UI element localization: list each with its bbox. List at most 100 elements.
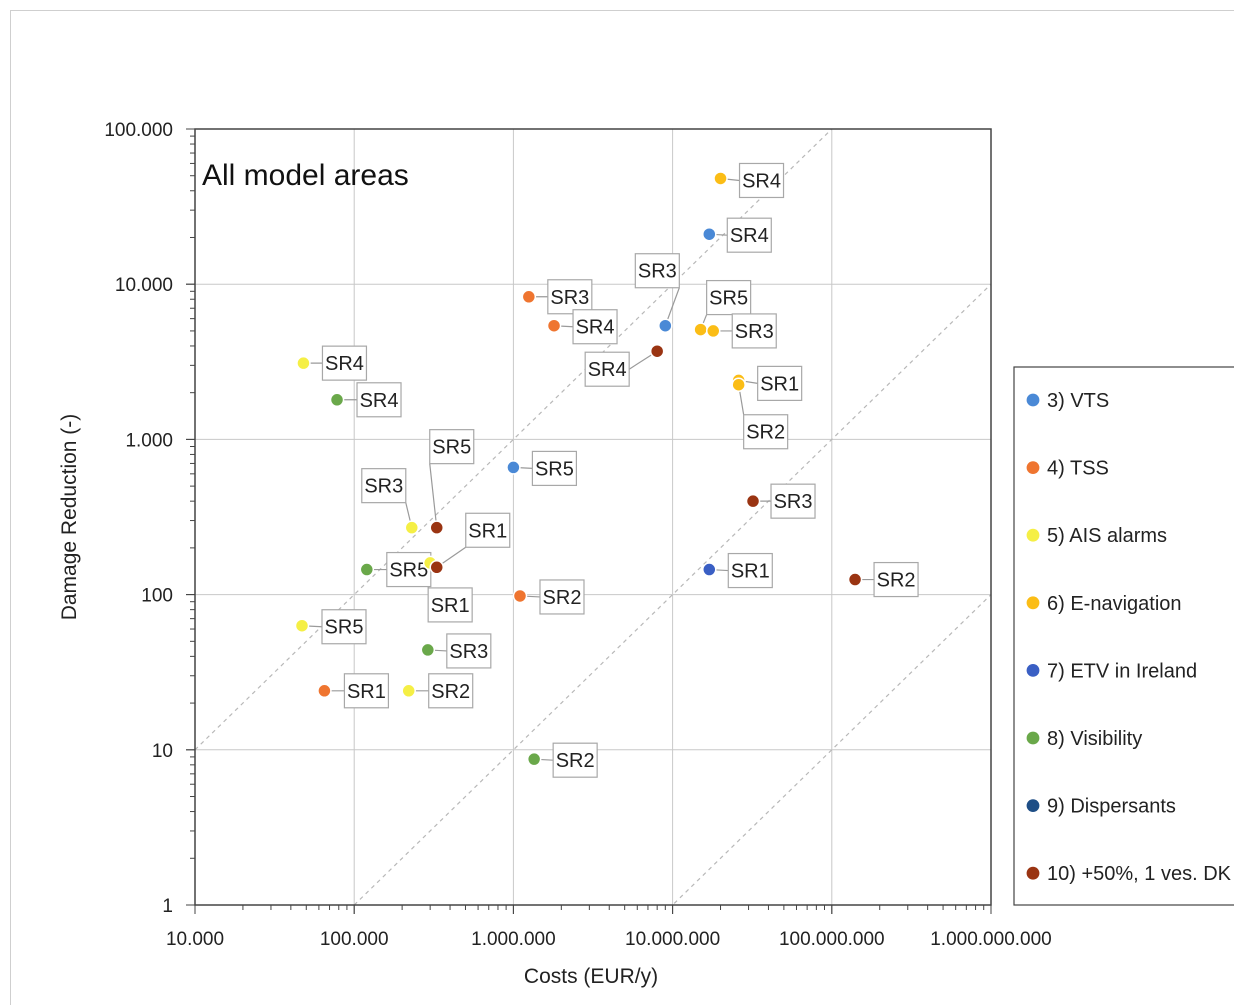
data-point xyxy=(404,520,420,535)
y-tick-label: 10 xyxy=(152,741,173,762)
data-point xyxy=(658,318,673,333)
legend-marker xyxy=(1025,730,1041,746)
point-label-box xyxy=(726,217,772,253)
x-tick-label: 10.000 xyxy=(166,929,224,950)
legend-entry: 8) Visibility xyxy=(1047,728,1142,750)
y-tick-label: 1.000 xyxy=(125,430,173,451)
point-label: SR3 xyxy=(735,321,774,343)
y-tick-label: 10.000 xyxy=(115,275,173,296)
legend-marker xyxy=(1025,865,1041,881)
data-point xyxy=(693,322,708,337)
point-label: SR3 xyxy=(550,287,589,309)
data-point xyxy=(512,588,528,604)
point-label-box xyxy=(584,351,630,387)
legend-entry: 5) AIS alarms xyxy=(1047,525,1167,547)
legend-entry: 10) +50%, 1 ves. DK xyxy=(1047,863,1232,885)
data-point xyxy=(429,520,444,535)
point-label: SR5 xyxy=(389,560,428,582)
reference-lines xyxy=(194,128,992,906)
point-label-box xyxy=(539,579,585,615)
point-label-box xyxy=(738,162,785,199)
point-label-box xyxy=(427,587,473,623)
point-labels: SR4SR3SR5SR3SR4SR2SR1SR4SR3SR1SR5SR2SR4S… xyxy=(301,162,919,778)
point-label-box xyxy=(465,512,511,548)
y-tick-label: 1 xyxy=(162,896,173,917)
x-tick-label: 100.000 xyxy=(320,929,389,950)
x-tick-label: 1.000.000 xyxy=(471,929,556,950)
data-point xyxy=(329,392,345,408)
x-tick-label: 10.000.000 xyxy=(625,929,720,950)
point-label: SR1 xyxy=(431,595,470,617)
point-label-box xyxy=(446,633,492,669)
point-label: SR4 xyxy=(360,390,399,412)
legend-entry: 9) Dispersants xyxy=(1047,796,1176,818)
point-label: SR2 xyxy=(746,422,785,444)
legend-entry: 3) VTS xyxy=(1047,390,1109,412)
point-label: SR5 xyxy=(709,288,748,310)
point-label: SR2 xyxy=(543,587,582,609)
point-label-box xyxy=(552,742,598,778)
data-point xyxy=(731,377,746,392)
data-point xyxy=(359,562,375,577)
point-label: SR3 xyxy=(774,491,813,513)
chart-frame xyxy=(10,10,1234,1005)
point-label: SR5 xyxy=(535,458,574,480)
point-label-box xyxy=(873,561,919,598)
point-label-box xyxy=(731,313,777,349)
point-label-box xyxy=(743,414,789,450)
x-tick-label: 1.000.000.000 xyxy=(930,929,1052,950)
point-label-box xyxy=(321,345,368,381)
data-point xyxy=(705,323,721,339)
point-label: SR3 xyxy=(638,261,677,283)
point-label-box xyxy=(634,253,680,289)
y-tick-label: 100 xyxy=(141,586,173,607)
data-point xyxy=(713,171,728,186)
ratio-reference-line xyxy=(673,594,992,904)
point-label-box xyxy=(547,279,593,315)
label-leader-line xyxy=(429,463,438,528)
point-label: SR4 xyxy=(325,353,364,375)
data-points xyxy=(294,171,863,767)
point-label: SR1 xyxy=(347,681,386,703)
data-point xyxy=(847,572,863,587)
point-label-box xyxy=(356,382,402,418)
point-label: SR1 xyxy=(731,561,770,583)
data-point xyxy=(296,355,311,371)
legend-marker xyxy=(1025,797,1041,814)
point-label-box xyxy=(757,365,803,401)
data-point xyxy=(294,618,310,633)
x-tick-label: 100.000.000 xyxy=(779,929,885,950)
point-label: SR4 xyxy=(742,170,781,192)
legend-entry: 6) E-navigation xyxy=(1047,593,1182,615)
data-point xyxy=(702,562,717,577)
minor-ticks xyxy=(186,128,992,914)
point-label: SR3 xyxy=(449,641,488,663)
point-label-box xyxy=(706,279,752,316)
y-tick-label: 100.000 xyxy=(104,120,173,141)
x-axis-title: Costs (EUR/y) xyxy=(524,965,658,988)
point-label-box xyxy=(429,429,475,465)
point-label: SR1 xyxy=(468,520,507,542)
point-label: SR2 xyxy=(431,681,470,703)
data-point xyxy=(420,642,436,658)
legend-marker xyxy=(1025,527,1041,543)
data-point xyxy=(521,289,537,305)
point-label-box xyxy=(343,673,390,709)
point-label-box xyxy=(321,609,367,645)
y-tick-labels: 1 10 100 1.000 10.000 100.000 xyxy=(104,120,173,917)
legend-entry: 7) ETV in Ireland xyxy=(1047,660,1197,682)
data-point xyxy=(429,560,444,575)
point-label: SR3 xyxy=(364,476,403,498)
legend: 3) VTS 4) TSS 5) AIS alarms 6) E-navigation… xyxy=(1013,366,1234,906)
data-point xyxy=(649,343,665,359)
y-axis-title: Damage Reduction (-) xyxy=(58,414,81,621)
plot-area xyxy=(194,128,992,906)
legend-marker xyxy=(1025,460,1041,476)
data-point xyxy=(745,493,761,509)
chart-title: All model areas xyxy=(202,159,409,192)
gridlines xyxy=(194,128,992,906)
point-label-box xyxy=(531,450,578,487)
data-point xyxy=(317,683,332,699)
point-label-box xyxy=(361,468,407,504)
